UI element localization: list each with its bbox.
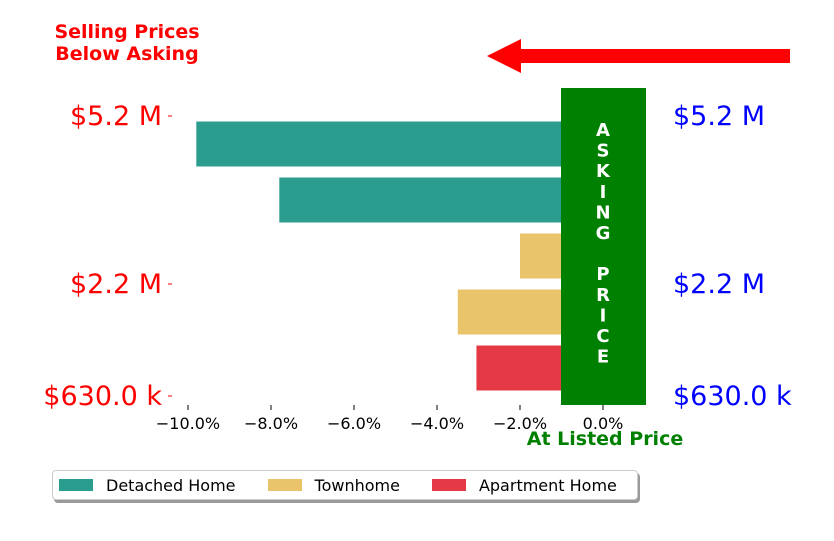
x-tick-label-4: −2.0%: [493, 414, 547, 433]
asking-letter-3: I: [600, 182, 607, 203]
asking-letter-5: G: [596, 223, 611, 244]
asking-letter-7: P: [596, 264, 609, 285]
left-tick-label-2: $630.0 k: [43, 381, 162, 412]
legend-item-townhome: Townhome: [267, 475, 400, 495]
legend-label-apartment: Apartment Home: [478, 475, 617, 495]
legend-swatch-detached: [59, 479, 93, 491]
legend: Detached Home Townhome Apartment Home: [52, 470, 638, 500]
asking-letter-0: A: [596, 120, 610, 141]
annotation-line-1: Selling Prices: [54, 21, 199, 43]
asking-letter-10: C: [596, 326, 609, 347]
legend-label-townhome: Townhome: [314, 475, 400, 495]
x-tick-label-1: −8.0%: [244, 414, 298, 433]
listed-price-label: At Listed Price: [527, 428, 683, 450]
arrow-left-icon: [487, 39, 790, 73]
legend-item-apartment: Apartment Home: [431, 475, 617, 495]
asking-letter-1: S: [597, 141, 610, 162]
left-tick-label-0: $5.2 M: [70, 101, 162, 132]
bars: [196, 121, 604, 391]
legend-item-detached: Detached Home: [59, 476, 236, 495]
x-tick-label-2: −6.0%: [327, 414, 381, 433]
right-tick-label-0: $5.2 M: [673, 101, 765, 132]
asking-letter-11: E: [597, 347, 609, 368]
x-axis: −10.0% −8.0% −6.0% −4.0% −2.0% 0.0%: [156, 405, 623, 433]
asking-letter-2: K: [596, 161, 611, 182]
legend-label-detached: Detached Home: [106, 475, 236, 495]
legend-swatch-townhome: [267, 479, 302, 491]
left-tick-label-1: $2.2 M: [70, 269, 162, 300]
x-tick-label-3: −4.0%: [410, 414, 464, 433]
annotation-line-2: Below Asking: [55, 43, 198, 65]
x-tick-label-0: −10.0%: [156, 414, 220, 433]
asking-letter-4: N: [595, 202, 610, 223]
legend-swatch-apartment: [431, 479, 466, 491]
bar-detached-home-0: [196, 121, 604, 167]
x-tick-label-5: 0.0%: [583, 414, 624, 433]
right-tick-label-1: $2.2 M: [673, 269, 765, 300]
right-tick-label-2: $630.0 k: [673, 381, 792, 412]
right-ticks: $5.2 M $2.2 M $630.0 k: [673, 101, 792, 412]
asking-letter-9: I: [600, 305, 607, 326]
left-ticks: $5.2 M $2.2 M $630.0 k: [43, 101, 172, 412]
bar-detached-home-1: [279, 177, 603, 223]
asking-letter-8: R: [596, 285, 610, 306]
